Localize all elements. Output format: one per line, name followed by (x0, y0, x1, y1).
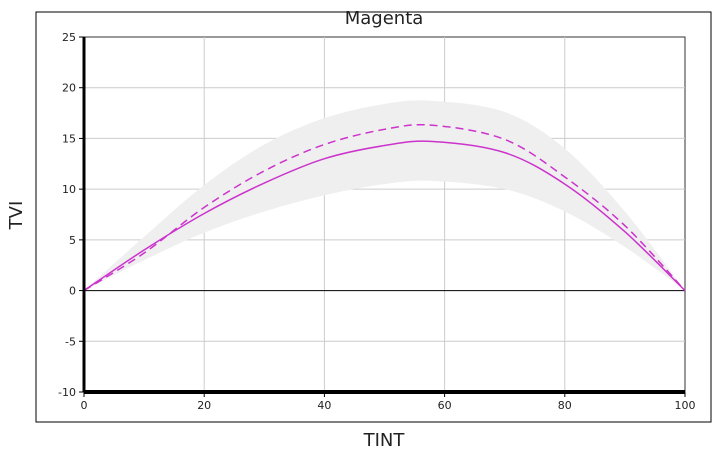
chart-title: Magenta (345, 8, 424, 29)
y-axis-label: TVI (6, 201, 27, 231)
x-tick-label: 100 (675, 399, 696, 412)
x-tick-label: 20 (197, 399, 211, 412)
confidence-band (84, 100, 685, 291)
axis-layer: 0 20 40 60 80 100 -10 -5 0 5 10 15 20 25 (58, 31, 695, 412)
y-tick-label: -10 (58, 386, 76, 399)
band-layer (84, 100, 685, 292)
y-tick-label: -5 (65, 335, 76, 348)
y-tick-label: 20 (62, 82, 76, 95)
y-tick-label: 5 (69, 234, 76, 247)
y-tick-label: 0 (69, 285, 76, 298)
series-layer (83, 123, 686, 292)
series-line-dashed (83, 123, 686, 292)
x-tick-label: 0 (81, 399, 88, 412)
x-tick-label: 60 (438, 399, 452, 412)
y-tick-label: 10 (62, 183, 76, 196)
y-tick-label: 25 (62, 31, 76, 44)
x-tick-label: 40 (317, 399, 331, 412)
x-axis-label: TINT (363, 430, 406, 451)
x-tick-label: 80 (558, 399, 572, 412)
series-line-solid (83, 140, 686, 292)
y-tick-label: 15 (62, 132, 76, 145)
